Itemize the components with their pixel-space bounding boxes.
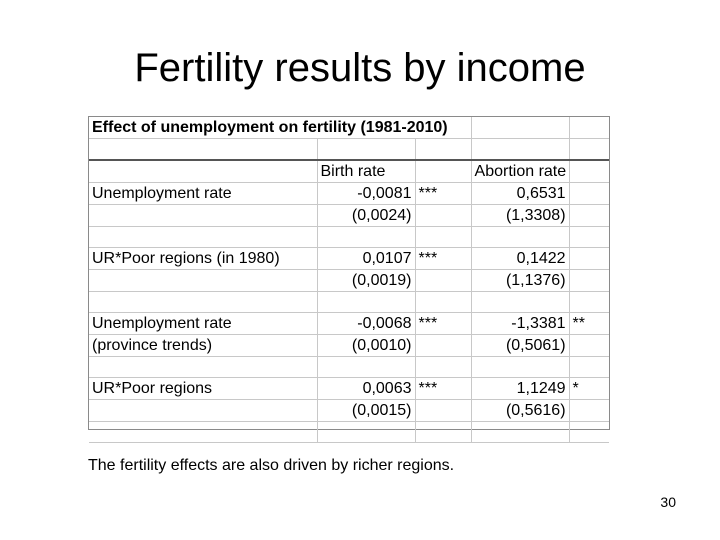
abortion-se: (1,3308)	[471, 204, 570, 227]
table-row: (0,0019) (1,1376)	[89, 269, 610, 292]
table-row: (0,0024) (1,3308)	[89, 204, 610, 227]
spreadsheet-grid: Effect of unemployment on fertility (198…	[89, 117, 610, 443]
abortion-se: (0,5061)	[471, 334, 570, 357]
page-number: 30	[660, 494, 676, 510]
table-row: UR*Poor regions 0,0063 *** 1,1249 *	[89, 377, 610, 400]
row-label-2: (province trends)	[89, 334, 318, 357]
abortion-se: (1,1376)	[471, 269, 570, 292]
birth-coef: 0,0063	[317, 377, 416, 400]
abortion-coef: -1,3381	[471, 312, 570, 335]
row-label-2	[89, 204, 318, 227]
table-row	[89, 421, 610, 443]
row-label: UR*Poor regions (in 1980)	[89, 247, 318, 270]
birth-coef: 0,0107	[317, 247, 416, 270]
header-birth-rate: Birth rate	[317, 159, 416, 183]
table-row	[89, 138, 610, 161]
table-row: (0,0015) (0,5616)	[89, 399, 610, 422]
abortion-coef: 0,1422	[471, 247, 570, 270]
table-row: Unemployment rate -0,0068 *** -1,3381 **	[89, 312, 610, 335]
header-abortion-rate: Abortion rate	[471, 159, 570, 183]
abortion-stars	[569, 182, 610, 205]
birth-se: (0,0010)	[317, 334, 416, 357]
table-row	[89, 226, 610, 248]
abortion-se: (0,5616)	[471, 399, 570, 422]
birth-stars: ***	[415, 312, 472, 335]
birth-se: (0,0024)	[317, 204, 416, 227]
birth-coef: -0,0068	[317, 312, 416, 335]
abortion-coef: 0,6531	[471, 182, 570, 205]
slide-title: Fertility results by income	[134, 46, 586, 90]
regression-table: Effect of unemployment on fertility (198…	[88, 116, 610, 443]
table-row: (province trends) (0,0010) (0,5061)	[89, 334, 610, 357]
table-title-row: Effect of unemployment on fertility (198…	[89, 117, 610, 139]
abortion-stars: **	[569, 312, 610, 335]
row-label-2	[89, 399, 318, 422]
table-row	[89, 356, 610, 378]
row-label: UR*Poor regions	[89, 377, 318, 400]
birth-stars: ***	[415, 377, 472, 400]
abortion-coef: 1,1249	[471, 377, 570, 400]
birth-coef: -0,0081	[317, 182, 416, 205]
birth-se: (0,0019)	[317, 269, 416, 292]
table-row	[89, 291, 610, 313]
abortion-stars: *	[569, 377, 610, 400]
table-row: UR*Poor regions (in 1980) 0,0107 *** 0,1…	[89, 247, 610, 270]
table-row: Unemployment rate -0,0081 *** 0,6531	[89, 182, 610, 205]
birth-stars: ***	[415, 182, 472, 205]
slide-caption: The fertility effects are also driven by…	[88, 457, 455, 474]
table-title: Effect of unemployment on fertility (198…	[89, 117, 472, 139]
row-label: Unemployment rate	[89, 312, 318, 335]
birth-se: (0,0015)	[317, 399, 416, 422]
abortion-stars	[569, 247, 610, 270]
table-header-row: Birth rate Abortion rate	[89, 159, 610, 183]
row-label: Unemployment rate	[89, 182, 318, 205]
row-label-2	[89, 269, 318, 292]
birth-stars: ***	[415, 247, 472, 270]
